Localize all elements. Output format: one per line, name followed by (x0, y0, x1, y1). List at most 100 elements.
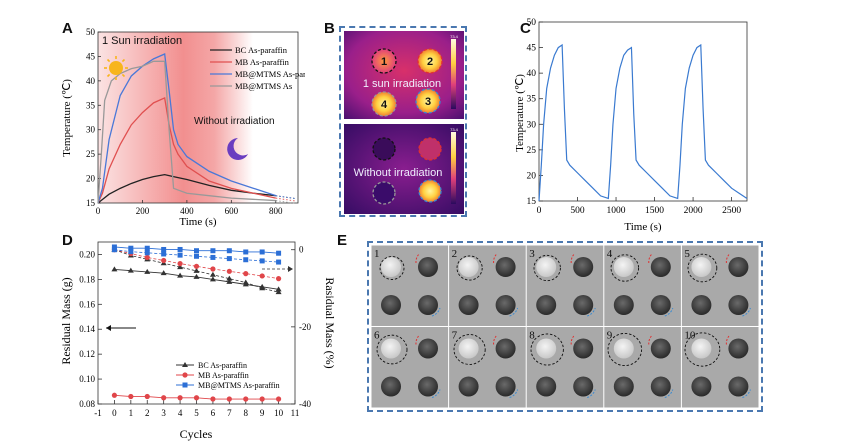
mass-point (259, 249, 265, 255)
sample-disk-mtms (458, 295, 479, 315)
panel-c-xlabel: Time (s) (624, 221, 662, 233)
legend-label-3: MB@MTMS As (235, 81, 292, 91)
y-left-tick-label: 0.16 (79, 299, 95, 309)
y-tick-label: 50 (527, 18, 537, 28)
sample-disk-mtms (536, 295, 557, 315)
legend-label-0: BC As-paraffin (198, 361, 247, 370)
sample-disk-mb (495, 338, 516, 359)
panel-d-ylabel-left: Residual Mass (g) (60, 277, 73, 364)
sample-disk-bc (458, 257, 479, 277)
mass-point (226, 396, 232, 402)
y-left-tick-label: 0.18 (79, 274, 95, 284)
y-tick-label: 50 (86, 28, 96, 37)
leak-outline-blue (742, 389, 751, 398)
leak-outline-black (456, 255, 483, 281)
y-tick-label: 25 (527, 146, 537, 156)
thermal-image-dark (344, 124, 464, 214)
sample-disk-bc (536, 338, 557, 359)
y-tick-label: 45 (86, 51, 96, 61)
mass-point (193, 273, 200, 279)
y-tick-label: 30 (527, 120, 537, 130)
sample-disk-mb (573, 257, 594, 277)
leak-outline-blue (742, 307, 751, 317)
panel-label-d: D (62, 232, 73, 249)
y-tick-label: 25 (86, 149, 96, 159)
mass-point (243, 249, 249, 255)
sample-disk-mtms (613, 295, 634, 315)
leak-outline-black (379, 256, 405, 280)
panel-label-a: A (62, 20, 73, 37)
percent-point (275, 289, 282, 295)
photo-cell-number: 1 (374, 248, 380, 260)
photo-cell-7: 7 (449, 327, 526, 408)
mass-point (177, 246, 183, 252)
leak-outline-black (453, 334, 486, 365)
panel-b-thermal-images: 1 2 3 4 1 sun irradiation 73.4 Without i… (344, 31, 464, 214)
photo-cell-1: 1 (371, 245, 449, 326)
photo-background (449, 327, 526, 408)
photo-cell-4: 4 (604, 245, 681, 326)
y-tick-label: 40 (86, 76, 96, 86)
percent-point (259, 258, 265, 264)
leak-outline-red (725, 335, 730, 345)
percent-point (275, 276, 282, 282)
y-tick-label: 40 (527, 69, 537, 79)
y-tick-label: 20 (527, 171, 537, 181)
sample-disk-mtms (613, 376, 634, 397)
photo-background (604, 245, 681, 326)
percent-point (209, 271, 216, 277)
mass-point (226, 248, 232, 254)
panel-b-frame (339, 26, 467, 217)
leak-outline-black (687, 253, 718, 283)
sample-disk-bc (381, 338, 401, 359)
moon-icon (227, 138, 248, 160)
legend-label-2: MB@MTMS As-paraffin (235, 69, 305, 79)
panel-label-b: B (324, 20, 335, 37)
x-tick-label: 2 (145, 408, 150, 418)
series-line-3 (97, 60, 276, 204)
photo-background (526, 327, 604, 408)
leak-outline-red (493, 253, 497, 264)
legend-label-1: MB As-paraffin (198, 371, 249, 380)
sample-3-top (415, 88, 441, 114)
photo-background (371, 245, 449, 326)
percent-point (144, 250, 150, 256)
y-left-tick-label: 0.20 (79, 249, 95, 259)
x-tick-label: 1 (129, 408, 134, 418)
x-tick-label: 1500 (645, 206, 664, 216)
panel-a-annotation: Without irradiation (194, 116, 275, 127)
photo-background (681, 245, 759, 326)
panel-e-photo-grid: 1 2 3 4 5 6 7 8 9 10 (371, 245, 759, 408)
scale-max-top: 73.4 (450, 34, 459, 39)
series-tail-2 (275, 195, 296, 200)
sample-disk-bc (691, 257, 712, 277)
sample-disk-mb (728, 338, 749, 359)
panel-c-chart: 0 500 1000 1500 2000 2500 15 20 25 30 35 40 45 50 Tim… (515, 18, 748, 233)
x-tick-label: 9 (260, 408, 265, 418)
sample-disk-mtms-paraffin (650, 376, 671, 397)
photo-cell-number: 6 (374, 330, 380, 342)
mass-point (226, 278, 233, 284)
photo-background (681, 327, 759, 408)
series-tail-0 (275, 195, 296, 200)
mass-point (243, 396, 249, 402)
mass-point (209, 276, 216, 282)
leak-outline-blue (587, 389, 596, 398)
leak-outline-blue (664, 389, 674, 398)
leak-outline-blue (431, 389, 441, 398)
sample-number-2: 2 (427, 56, 433, 68)
y-left-tick-label: 0.10 (79, 374, 95, 384)
legend-label-1: MB As-paraffin (235, 57, 290, 67)
x-tick-label: 400 (180, 206, 194, 216)
percent-point (243, 271, 249, 277)
photo-cell-9: 9 (604, 327, 681, 408)
sample-disk-mtms (381, 376, 401, 397)
sample-disk-mtms-paraffin (728, 376, 749, 397)
sample-disk-bc (458, 338, 479, 359)
x-tick-label: -1 (94, 408, 102, 418)
panel-e-frame (367, 241, 763, 412)
arrow-right-axis (262, 266, 293, 272)
sample-number-4: 4 (381, 99, 388, 111)
percent-point (226, 256, 232, 262)
photo-background (604, 327, 681, 408)
